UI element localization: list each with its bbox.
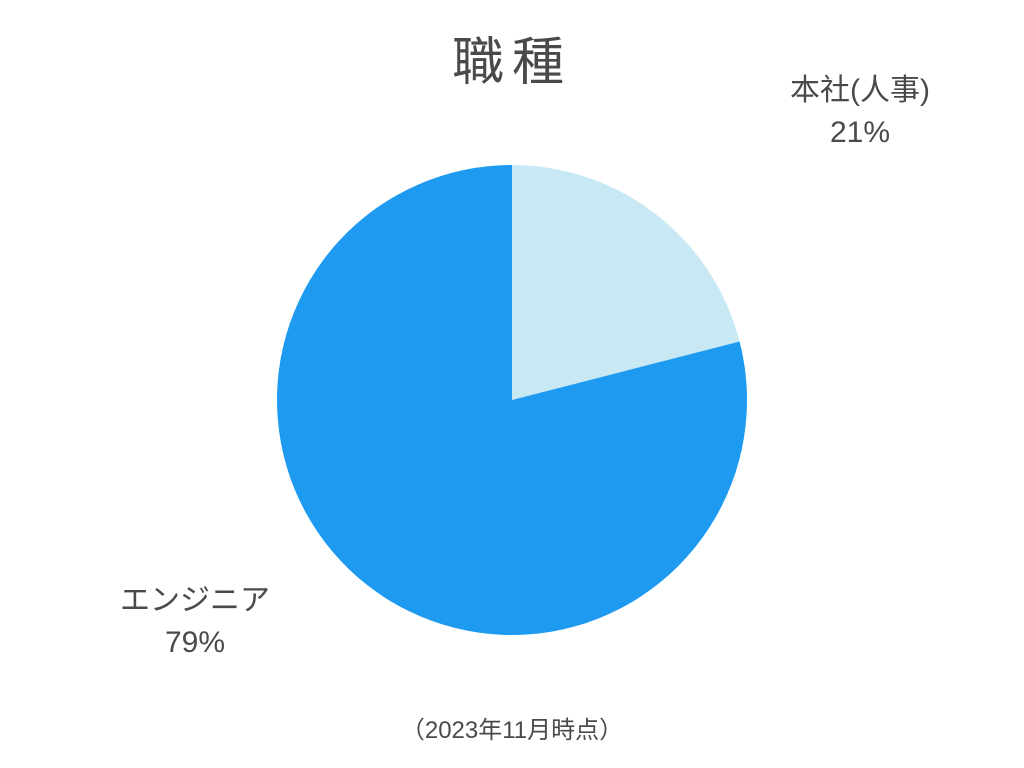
slice-label-line: 79% (120, 622, 270, 664)
chart-footnote: （2023年11月時点） (0, 710, 1024, 745)
slice-label-line: エンジニア (120, 580, 270, 622)
slice-label-engineer: エンジニア79% (120, 580, 270, 664)
chart-stage: 職種 本社(人事)21% エンジニア79% （2023年11月時点） (0, 0, 1024, 768)
pie-chart (277, 165, 747, 640)
slice-label-line: 本社(人事) (790, 70, 930, 112)
slice-label-hr: 本社(人事)21% (790, 70, 930, 154)
slice-label-line: 21% (790, 112, 930, 154)
